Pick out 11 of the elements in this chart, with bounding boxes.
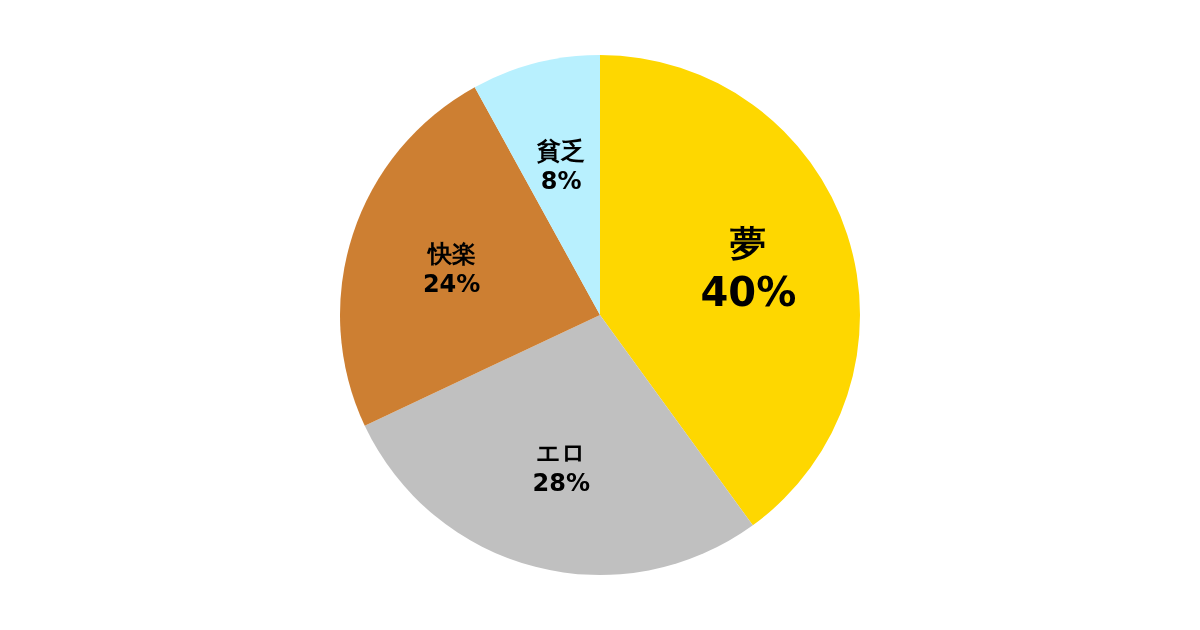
data-label: 28%	[532, 469, 590, 498]
pie-slice	[340, 87, 600, 426]
slice-label: 夢	[730, 222, 767, 264]
slice-label: 快楽	[425, 239, 476, 268]
slice-label: 貧乏	[536, 137, 586, 166]
data-label: 8%	[540, 167, 582, 196]
slice-label: エロ	[536, 439, 587, 468]
pie-slice	[364, 315, 753, 575]
pie-slice	[600, 55, 860, 526]
data-label: 40%	[700, 268, 797, 315]
data-label: 24%	[422, 269, 481, 298]
